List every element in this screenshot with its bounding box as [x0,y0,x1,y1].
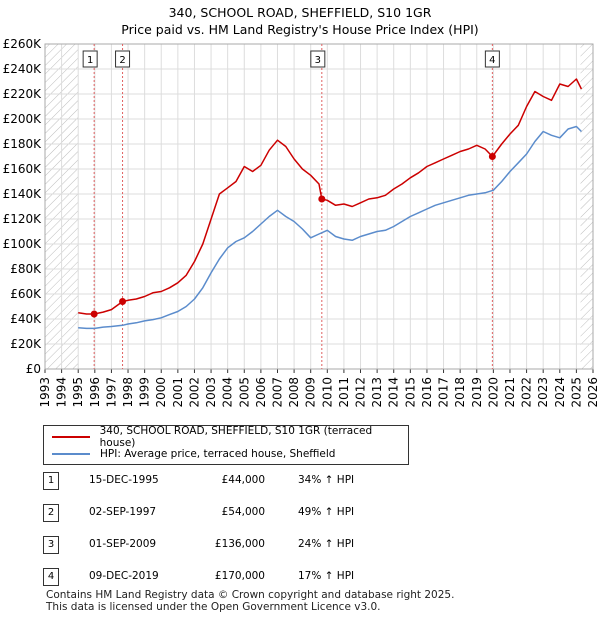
y-tick-label: £80K [10,262,42,276]
sale-marker-label: 2 [119,55,125,66]
x-tick-label: 2019 [470,377,484,408]
sale-marker-label: 3 [315,55,321,66]
price-paid-series-line [78,78,583,315]
sale-point [488,153,496,160]
x-tick-label: 1993 [38,377,52,408]
y-tick-label: £220K [3,87,43,101]
y-tick-label: £200K [3,112,43,126]
sale-row: 1 15-DEC-1995 £44,000 34% ↑ HPI [43,472,443,490]
sale-price: £44,000 [221,474,265,486]
x-tick-label: 1995 [71,377,85,408]
sale-hpi-change: 34% ↑ HPI [298,474,355,486]
y-tick-label: £180K [3,137,43,151]
sale-date: 15-DEC-1995 [89,474,159,486]
x-tick-label: 1999 [138,377,152,408]
sale-row: 4 09-DEC-2019 £170,000 17% ↑ HPI [43,568,443,586]
y-tick-label: £60K [10,287,42,301]
sale-row: 3 01-SEP-2009 £136,000 24% ↑ HPI [43,536,443,554]
y-tick-label: £240K [3,62,43,76]
sale-marker-box [115,50,131,68]
price-chart: £0 £20K £40K £60K £80K £100K £120K £140K £160K £1… [3,37,600,408]
y-tick-label: £140K [3,187,43,201]
x-tick-label: 2005 [237,377,251,408]
y-tick-label: £100K [3,237,43,251]
sale-marker-number: 1 [43,472,59,490]
sale-marker-number: 4 [43,568,59,586]
hatched-region-after [580,44,593,369]
y-tick-label: £160K [3,162,43,176]
sale-price: £170,000 [214,570,265,582]
footer-copyright: Contains HM Land Registry data © Crown c… [46,589,455,601]
x-tick-label: 2020 [486,377,500,408]
sale-hpi-change: 49% ↑ HPI [298,506,355,518]
sale-hpi-change: 17% ↑ HPI [298,570,355,582]
x-tick-label: 1996 [88,377,102,408]
sale-marker-box [484,50,500,68]
x-tick-label: 1994 [55,377,69,408]
x-tick-label: 2021 [503,377,517,408]
x-tick-label: 2000 [154,377,168,408]
legend-label-price-paid: 340, SCHOOL ROAD, SHEFFIELD, S10 1GR (te… [99,425,373,449]
x-tick-label: 2008 [287,377,301,408]
sale-marker-box [82,50,98,68]
x-tick-label: 2023 [536,377,550,408]
x-tick-label: 2026 [586,377,600,408]
sale-point [119,298,127,305]
legend-item-hpi: HPI: Average price, terraced house, Shef… [52,446,335,462]
legend-swatch-red [52,436,90,438]
sale-marker-number: 3 [43,536,59,554]
chart-subtitle: Price paid vs. HM Land Registry's House … [121,22,479,37]
x-tick-label: 2015 [403,377,417,408]
x-tick-label: 2007 [270,377,284,408]
legend-label-hpi: HPI: Average price, terraced house, Shef… [100,448,336,460]
legend-swatch-blue [52,453,90,455]
y-tick-label: £260K [3,37,43,51]
hpi-series-line [78,125,582,330]
sale-price: £54,000 [221,506,265,518]
sale-row: 2 02-SEP-1997 £54,000 49% ↑ HPI [43,504,443,522]
y-tick-label: £120K [3,212,43,226]
plot-area [45,44,593,369]
chart-legend: 340, SCHOOL ROAD, SHEFFIELD, S10 1GR (te… [43,425,409,465]
plot-border [44,43,594,370]
x-tick-label: 1997 [104,377,118,408]
sale-date: 02-SEP-1997 [89,506,157,518]
sale-hpi-change: 24% ↑ HPI [298,538,355,550]
x-tick-label: 2001 [171,377,185,408]
sale-marker-label: 4 [489,55,495,66]
sale-date: 01-SEP-2009 [89,538,157,550]
x-tick-label: 2002 [187,377,201,408]
x-tick-label: 2014 [387,377,401,408]
sale-point [90,310,98,318]
x-tick-label: 2004 [221,377,235,408]
legend-item-price-paid: 340, SCHOOL ROAD, SHEFFIELD, S10 1GR (te… [52,425,408,449]
x-tick-label: 2003 [204,377,218,408]
chart-title: 340, SCHOOL ROAD, SHEFFIELD, S10 1GR [168,5,432,20]
x-tick-label: 2025 [569,377,583,408]
x-tick-label: 2013 [370,377,384,408]
x-tick-label: 2024 [553,377,567,408]
x-tick-label: 2022 [520,377,534,408]
x-tick-label: 2010 [320,377,334,408]
x-tick-label: 2018 [453,377,467,408]
sale-marker-box [310,50,326,68]
x-tick-label: 2016 [420,377,434,408]
x-tick-label: 1998 [121,377,135,408]
sale-point [318,195,326,203]
sale-date: 09-DEC-2019 [89,570,159,582]
x-tick-label: 2011 [337,377,351,408]
x-tick-label: 2006 [254,377,268,408]
x-tick-label: 2017 [437,377,451,408]
sale-price: £136,000 [214,538,265,550]
y-tick-label: £40K [10,312,42,326]
x-tick-label: 2012 [354,377,368,408]
y-tick-label: £20K [10,337,42,351]
y-tick-label: £0 [26,362,41,376]
sale-marker-number: 2 [43,504,59,522]
sale-marker-label: 1 [87,55,93,66]
footer-licence: This data is licensed under the Open Gov… [46,601,381,613]
x-tick-label: 2009 [304,377,318,408]
